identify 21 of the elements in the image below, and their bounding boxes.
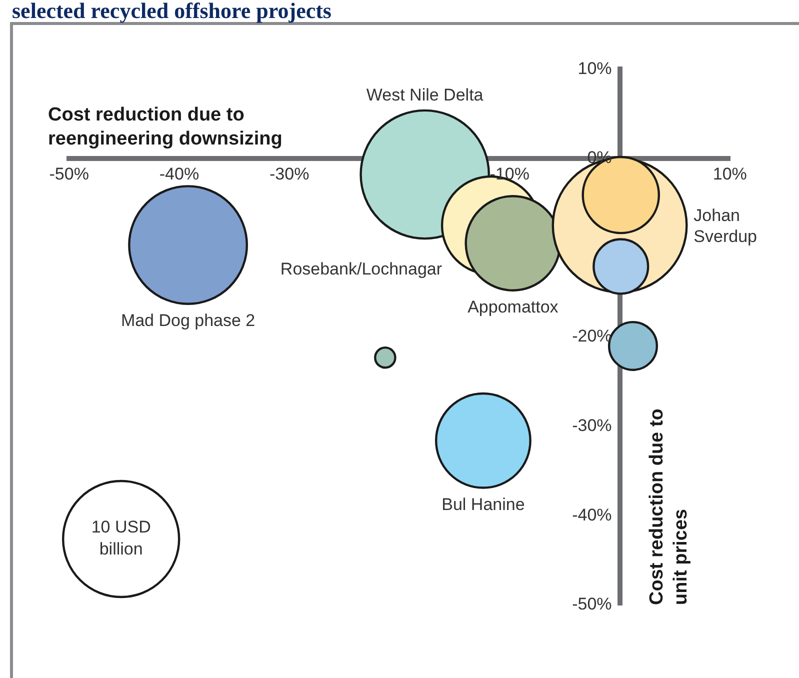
x-tick-label: -40% [159,164,200,184]
y-tick-label: -30% [572,416,612,436]
series-label: Appomattox [468,297,559,316]
series-label: Bul Hanine [442,494,525,514]
y-axis-title: Cost reduction due to unit prices [646,408,692,605]
x-tick-label: -50% [49,164,89,184]
x-tick-label: -30% [270,164,310,184]
legend-label: 10 USD billion [91,518,151,559]
chart-title: selected recycled offshore projects [12,0,332,23]
x-tick-label: -10% [490,164,530,184]
series-label: Johan Sverdup [694,206,757,246]
y-tick-label: 10% [578,58,612,78]
series-label: West Nile Delta [366,85,484,104]
y-tick-label: -40% [572,505,612,524]
series-label: Mad Dog phase 2 [120,310,256,330]
series-label: Rosebank/Lochnagar [280,259,442,278]
x-axis-title: Cost reduction due to reengineering downsizing [48,104,282,150]
y-tick-label: 0% [587,148,612,168]
x-tick-label: 10% [712,164,747,184]
y-tick-label: -50% [572,594,612,614]
y-tick-label: -20% [572,326,612,346]
